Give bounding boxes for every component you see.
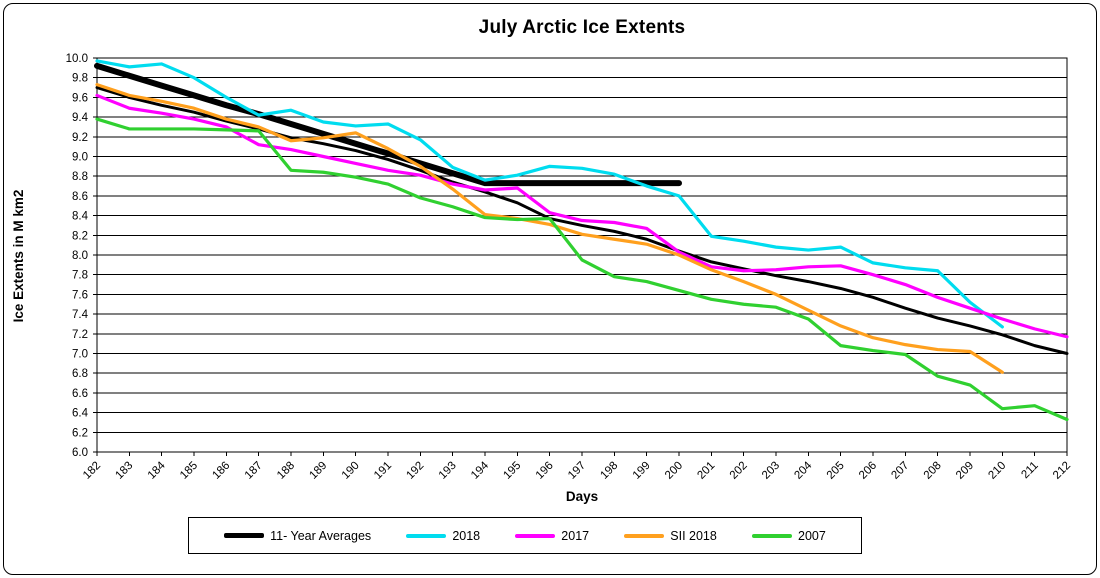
legend-swatch-2007-icon	[752, 533, 792, 538]
series-line-2007	[95, 117, 1069, 422]
legend-item-2017: 2017	[515, 529, 589, 543]
legend-box: 11- Year Averages 2018 2017 SII 2018 200…	[188, 517, 862, 554]
y-tick-label: 9.6	[72, 92, 88, 104]
y-tick-label: 8.4	[72, 211, 89, 223]
figure-border	[3, 3, 1097, 575]
legend-swatch-2017-icon	[515, 533, 556, 538]
x-axis-title: Days	[565, 489, 599, 504]
y-tick-label: 7.6	[72, 289, 88, 301]
series-line-11-year-averages	[95, 86, 1069, 355]
y-tick-label: 6.8	[72, 368, 88, 380]
legend-item-sii-2018: SII 2018	[624, 529, 717, 543]
y-tick-label: 7.0	[72, 349, 88, 361]
chart-title: July Arctic Ice Extents	[478, 17, 686, 38]
y-tick-label: 8.6	[72, 191, 88, 203]
legend-item-2018: 2018	[406, 529, 480, 543]
legend-swatch-2018-icon	[406, 533, 447, 538]
series-line-2018	[95, 59, 1004, 329]
legend-swatch-11-year-averages-icon	[224, 533, 265, 538]
y-tick-label: 7.8	[72, 270, 88, 282]
y-tick-label: 9.2	[72, 132, 88, 144]
y-tick-label: 9.4	[72, 112, 89, 124]
legend-item-11-year-averages: 11- Year Averages	[224, 529, 371, 543]
legend-label: 11- Year Averages	[270, 528, 372, 543]
series-line-2017	[95, 93, 1069, 339]
legend-swatch-sii-2018-icon	[624, 533, 665, 538]
y-tick-label: 7.2	[72, 329, 88, 341]
y-tick-label: 9.0	[72, 152, 88, 164]
y-tick-label: 9.8	[72, 73, 88, 85]
series-line-sii-2018	[95, 82, 1004, 374]
series-line-thick-black-reference-line-unlabeled-trend-annotation	[94, 62, 682, 187]
legend-label: 2017	[561, 528, 590, 543]
y-axis-title: Ice Extents in M km2	[11, 189, 26, 323]
legend-label: SII 2018	[670, 528, 717, 543]
legend-item-2007: 2007	[752, 529, 826, 543]
y-tick-label: 6.4	[72, 408, 89, 420]
y-tick-label: 10.0	[66, 53, 88, 65]
y-tick-label: 8.0	[72, 250, 88, 262]
legend-label: 2018	[452, 528, 481, 543]
y-tick-label: 6.2	[72, 427, 88, 439]
legend-label: 2007	[798, 528, 826, 543]
y-tick-label: 8.2	[72, 230, 88, 242]
y-tick-label: 7.4	[72, 309, 89, 321]
y-tick-label: 6.0	[72, 447, 88, 459]
y-tick-label: 8.8	[72, 171, 88, 183]
y-tick-label: 6.6	[72, 388, 88, 400]
